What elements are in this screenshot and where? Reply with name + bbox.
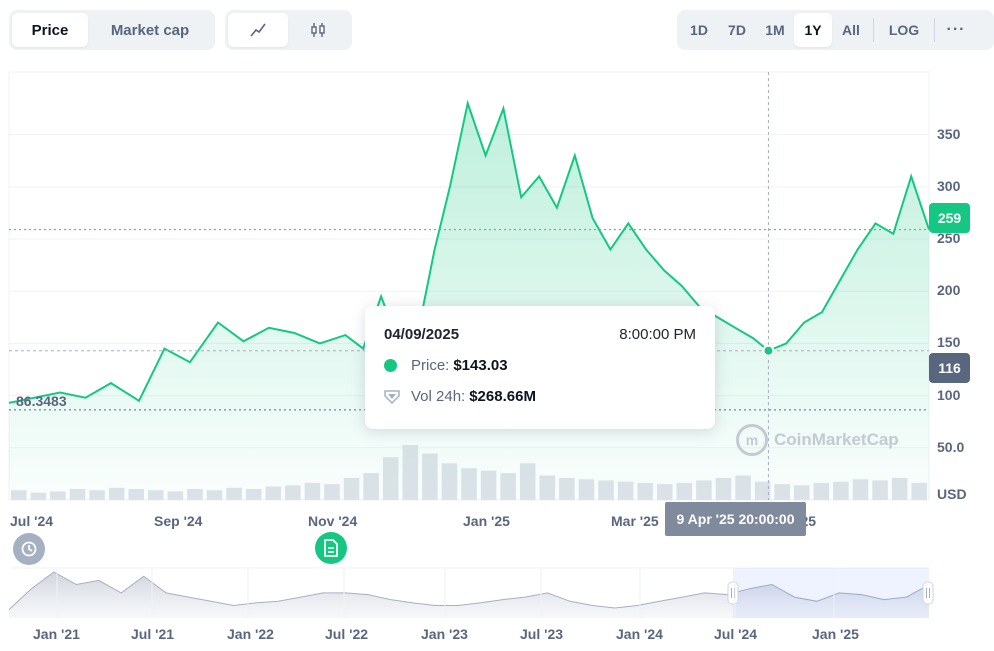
- minimap-tick-label: Jul '22: [325, 626, 369, 642]
- current-price-badge: 259: [929, 203, 970, 233]
- log-scale-toggle[interactable]: LOG: [888, 22, 920, 38]
- y-tick-label: 50.0: [937, 438, 965, 455]
- range-1m[interactable]: 1M: [765, 22, 785, 38]
- tooltip-price-value: $143.03: [453, 357, 508, 374]
- y-tick-label: 150: [937, 334, 961, 351]
- document-icon: [324, 539, 338, 557]
- x-tick-label: Jan '25: [463, 513, 510, 529]
- low-price-label: 86.3483: [16, 393, 67, 409]
- minimap-tick-label: Jul '23: [520, 626, 564, 642]
- x-tick-label: Jul '24: [10, 513, 54, 529]
- y-tick-label: 100: [937, 386, 961, 403]
- divider: [934, 18, 935, 42]
- candlestick-icon: [311, 23, 325, 37]
- y-tick-label: 350: [937, 125, 961, 142]
- minimap-tick-label: Jan '24: [616, 626, 663, 642]
- tooltip-time: 8:00:00 PM: [619, 326, 696, 343]
- range-1d[interactable]: 1D: [690, 22, 708, 38]
- x-tick-label: Nov '24: [308, 513, 358, 529]
- minimap-handle: [727, 581, 739, 605]
- price-marketcap-toggle: Price Market cap: [9, 10, 215, 50]
- y-tick-label: 250: [937, 230, 961, 247]
- x-tick-label: Mar '25: [611, 513, 659, 529]
- divider: [873, 18, 874, 42]
- watermark: m CoinMarketCap: [736, 424, 899, 456]
- chart-type-toggle: [225, 10, 352, 50]
- minimap-tick-label: Jul '24: [714, 626, 758, 642]
- minimap-tick-label: Jul '21: [131, 626, 175, 642]
- price-dot-icon: [384, 359, 397, 372]
- line-chart-icon: [250, 23, 266, 37]
- range-7d[interactable]: 7D: [728, 22, 746, 38]
- minimap-area: [9, 572, 929, 618]
- more-options-button[interactable]: ···: [946, 21, 966, 38]
- tooltip-date: 04/09/2025: [384, 326, 460, 343]
- minimap-selection: [733, 568, 929, 618]
- history-icon: [21, 541, 37, 557]
- minimap-line: [8, 571, 930, 610]
- y-tick-label: 300: [937, 177, 961, 194]
- chart-tooltip: 04/09/2025 8:00:00 PM Price: $143.03 Vol…: [365, 306, 715, 429]
- tooltip-volume-value: $268.66M: [469, 388, 536, 405]
- time-range-toggle: 1D 7D 1M 1Y All LOG ···: [677, 10, 994, 50]
- minimap-tick-label: Jan '23: [421, 626, 468, 642]
- range-all[interactable]: All: [842, 22, 860, 38]
- price-tab[interactable]: Price: [12, 13, 88, 47]
- tooltip-volume-label: Vol 24h:: [411, 388, 466, 405]
- minimap-navigator: [8, 567, 934, 618]
- watermark-text: CoinMarketCap: [774, 430, 899, 449]
- volume-shield-icon: [384, 389, 400, 404]
- news-event-marker[interactable]: [315, 532, 347, 564]
- minimap-tick-label: Jan '25: [812, 626, 859, 642]
- minimap-tick-label: Jan '22: [227, 626, 274, 642]
- line-chart-button[interactable]: [228, 13, 288, 47]
- range-1y[interactable]: 1Y: [794, 13, 832, 47]
- minimap-tick-label: Jan '21: [33, 626, 80, 642]
- coinmarketcap-logo-icon: m: [736, 424, 768, 456]
- price-line: [8, 99, 930, 404]
- crosshair-date-badge: 9 Apr '25 20:00:00: [665, 502, 806, 536]
- crosshair-point: [762, 344, 775, 357]
- history-event-marker[interactable]: [13, 533, 45, 565]
- y-tick-label: 200: [937, 282, 961, 299]
- minimap-handle: [922, 581, 934, 605]
- currency-label: USD: [937, 486, 967, 502]
- crosshair-price-badge: 116: [929, 353, 970, 383]
- tooltip-price-label: Price:: [411, 357, 450, 374]
- x-tick-label: Sep '24: [154, 513, 203, 529]
- candlestick-button[interactable]: [288, 13, 348, 47]
- market-cap-tab[interactable]: Market cap: [110, 21, 190, 39]
